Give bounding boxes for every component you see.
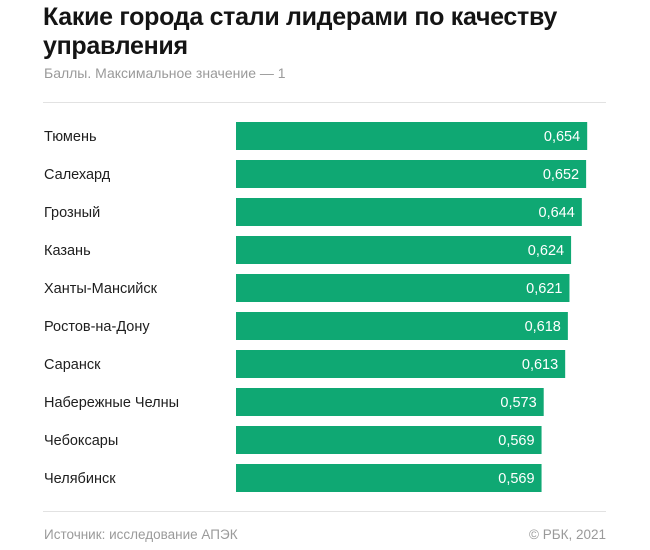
copyright-note: © РБК, 2021 [529, 527, 606, 542]
category-label: Грозный [44, 205, 100, 221]
bottom-divider [43, 511, 606, 512]
bar [236, 198, 582, 226]
value-label: 0,624 [528, 243, 564, 259]
value-label: 0,569 [498, 471, 534, 487]
value-label: 0,652 [543, 167, 579, 183]
bar [236, 236, 572, 264]
value-label: 0,621 [526, 281, 562, 297]
bar [236, 160, 587, 188]
category-label: Чебоксары [44, 433, 118, 449]
category-label: Ростов-на-Дону [44, 319, 150, 335]
bar [236, 350, 566, 378]
bar [236, 464, 542, 492]
chart-title: Какие города стали лидерами по качеству … [43, 3, 558, 60]
category-label: Саранск [44, 357, 101, 373]
value-label: 0,644 [539, 205, 575, 221]
value-label: 0,618 [525, 319, 561, 335]
top-divider [43, 102, 606, 103]
value-label: 0,569 [498, 433, 534, 449]
bar [236, 312, 568, 340]
bar [236, 122, 588, 150]
category-label: Казань [44, 243, 91, 259]
category-label: Челябинск [44, 471, 116, 487]
source-note: Источник: исследование АПЭК [44, 527, 238, 542]
bar [236, 426, 542, 454]
category-label: Салехард [44, 167, 111, 183]
value-label: 0,654 [544, 129, 580, 145]
category-label: Ханты-Мансийск [44, 281, 158, 297]
bar [236, 274, 570, 302]
category-label: Набережные Челны [44, 395, 179, 411]
value-label: 0,573 [500, 395, 536, 411]
category-label: Тюмень [44, 129, 97, 145]
bar [236, 388, 544, 416]
value-label: 0,613 [522, 357, 558, 373]
chart-subtitle: Баллы. Максимальное значение — 1 [44, 65, 286, 81]
